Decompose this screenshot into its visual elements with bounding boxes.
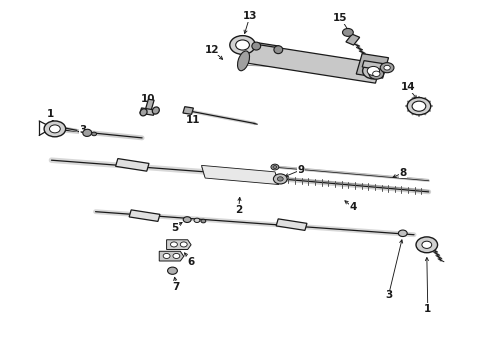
Ellipse shape — [274, 46, 283, 54]
Ellipse shape — [363, 63, 384, 79]
Text: 15: 15 — [333, 13, 348, 23]
Bar — [362, 60, 391, 71]
Text: 1: 1 — [424, 303, 431, 314]
Text: 6: 6 — [188, 257, 195, 267]
Text: 8: 8 — [399, 168, 406, 178]
Text: 9: 9 — [297, 165, 304, 175]
Ellipse shape — [83, 129, 92, 136]
Text: 13: 13 — [243, 11, 257, 21]
Ellipse shape — [201, 219, 206, 223]
Circle shape — [163, 253, 170, 258]
Ellipse shape — [372, 71, 380, 77]
Ellipse shape — [152, 107, 159, 114]
Circle shape — [173, 253, 180, 258]
Text: 12: 12 — [205, 45, 220, 55]
Circle shape — [277, 177, 283, 181]
Bar — [140, 108, 155, 115]
Bar — [241, 43, 381, 83]
Text: 3: 3 — [385, 290, 392, 300]
Bar — [116, 158, 149, 171]
Bar — [276, 219, 307, 230]
Ellipse shape — [380, 63, 394, 73]
Circle shape — [416, 237, 438, 253]
Text: 1: 1 — [47, 109, 53, 120]
Text: 2: 2 — [235, 204, 242, 215]
Circle shape — [422, 241, 432, 248]
Ellipse shape — [398, 230, 407, 237]
Circle shape — [171, 242, 177, 247]
Ellipse shape — [236, 40, 249, 50]
Circle shape — [273, 174, 287, 184]
Ellipse shape — [412, 101, 426, 111]
Polygon shape — [201, 165, 279, 185]
Ellipse shape — [271, 164, 279, 170]
Text: 3: 3 — [80, 125, 87, 135]
Circle shape — [49, 125, 60, 133]
Ellipse shape — [273, 166, 277, 168]
Text: 10: 10 — [141, 94, 156, 104]
Ellipse shape — [252, 42, 261, 50]
Bar — [356, 54, 389, 78]
Text: 7: 7 — [172, 282, 180, 292]
Ellipse shape — [140, 109, 147, 116]
Bar — [145, 99, 154, 112]
Text: 5: 5 — [171, 222, 178, 233]
Ellipse shape — [194, 218, 200, 222]
Text: 14: 14 — [400, 82, 415, 92]
Ellipse shape — [407, 98, 431, 115]
Bar — [183, 107, 194, 114]
Circle shape — [168, 267, 177, 274]
Bar — [129, 210, 160, 221]
Ellipse shape — [343, 28, 353, 36]
Ellipse shape — [230, 36, 255, 54]
Text: 11: 11 — [186, 115, 201, 125]
Ellipse shape — [92, 132, 97, 136]
Bar — [346, 34, 360, 45]
Ellipse shape — [183, 217, 191, 222]
Ellipse shape — [369, 68, 384, 79]
Ellipse shape — [238, 51, 249, 71]
Circle shape — [44, 121, 66, 137]
Polygon shape — [167, 240, 191, 249]
Circle shape — [180, 242, 187, 247]
Ellipse shape — [384, 66, 391, 70]
Ellipse shape — [368, 66, 379, 76]
Text: 4: 4 — [349, 202, 357, 212]
Bar — [255, 43, 279, 52]
Polygon shape — [159, 251, 184, 261]
